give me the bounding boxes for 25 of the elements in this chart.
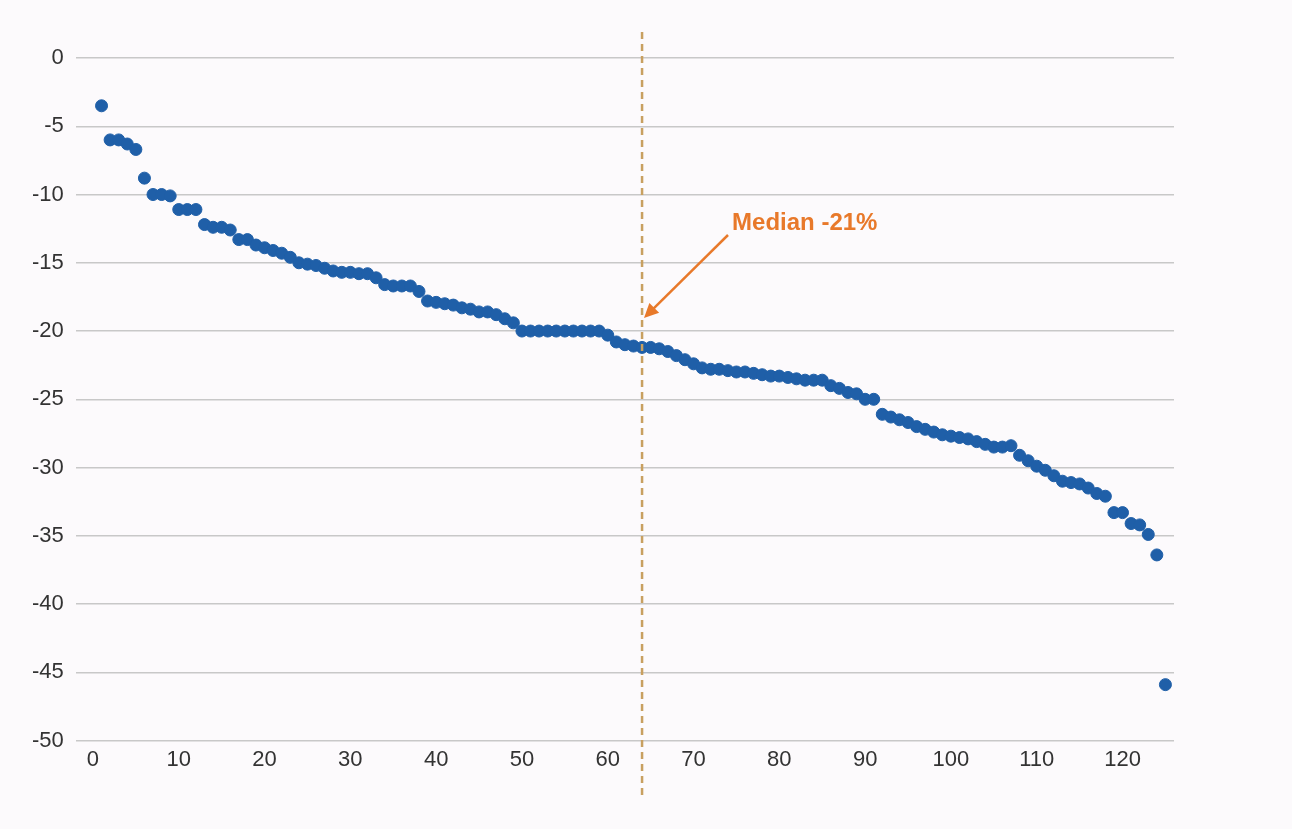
- x-tick-label: 50: [509, 745, 535, 771]
- x-tick-label: 60: [595, 745, 620, 771]
- x-tick-label: 10: [166, 745, 191, 771]
- annotation: Median -21%: [732, 207, 878, 235]
- x-tick-label: 110: [1019, 745, 1055, 771]
- x-tick-label: 20: [252, 745, 277, 771]
- x-tick-label: 90: [852, 745, 878, 771]
- y-tick-label: -40: [32, 590, 64, 616]
- y-tick-label: -20: [32, 317, 64, 343]
- x-tick-label: 80: [767, 745, 792, 771]
- y-tick-label: -15: [32, 248, 64, 274]
- y-tick-label: -5: [44, 112, 64, 138]
- x-tick-label: 40: [423, 745, 449, 771]
- x-tick-label: 100: [932, 745, 970, 771]
- x-tick-label: 120: [1104, 745, 1141, 771]
- y-tick-label: 0: [51, 44, 64, 70]
- y-tick-label: -45: [32, 658, 64, 684]
- x-tick-label: 70: [681, 745, 706, 771]
- x-tick-label: 0: [86, 745, 100, 771]
- y-tick-label: -50: [32, 726, 64, 752]
- y-tick-label: -30: [32, 453, 64, 479]
- y-tick-label: -35: [32, 521, 64, 547]
- x-tick-label: 30: [338, 745, 363, 771]
- y-tick-label: -25: [32, 385, 64, 411]
- y-tick-label: -10: [32, 180, 64, 206]
